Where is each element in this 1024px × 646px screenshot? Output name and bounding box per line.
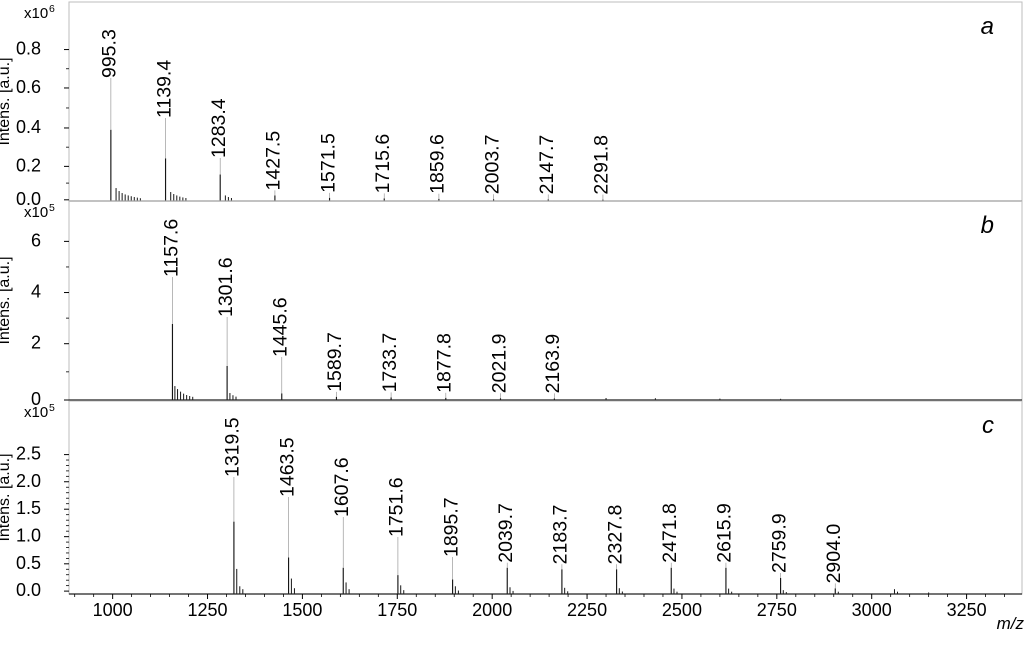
svg-text:b: b [981,212,994,239]
svg-text:2250: 2250 [567,600,607,620]
svg-text:a: a [981,13,994,40]
svg-text:2500: 2500 [662,600,702,620]
svg-text:m/z: m/z [997,614,1024,633]
svg-text:1750: 1750 [377,600,417,620]
svg-text:1571.5: 1571.5 [317,133,339,193]
svg-text:0.4: 0.4 [16,117,41,137]
svg-text:1139.4: 1139.4 [153,60,175,118]
svg-text:3000: 3000 [852,600,892,620]
svg-text:1283.4: 1283.4 [208,98,230,158]
svg-text:3250: 3250 [947,600,987,620]
svg-text:1157.6: 1157.6 [160,219,182,277]
svg-text:2.0: 2.0 [16,471,41,491]
svg-text:2327.8: 2327.8 [604,505,626,565]
svg-text:x10: x10 [24,204,48,221]
svg-text:1445.6: 1445.6 [270,297,292,357]
svg-text:6: 6 [31,230,41,250]
svg-text:2.5: 2.5 [16,444,41,464]
svg-text:0.8: 0.8 [16,39,41,59]
svg-text:0.6: 0.6 [16,77,41,97]
svg-text:1751.6: 1751.6 [386,477,408,537]
svg-text:1500: 1500 [282,600,322,620]
svg-text:2039.7: 2039.7 [495,503,517,563]
svg-text:x10: x10 [24,404,48,421]
svg-text:1427.5: 1427.5 [263,131,285,191]
svg-text:2615.9: 2615.9 [714,503,736,563]
svg-text:1.5: 1.5 [16,498,41,518]
svg-text:1463.5: 1463.5 [276,437,298,497]
svg-text:0.2: 0.2 [16,155,41,175]
svg-text:2021.9: 2021.9 [488,334,510,394]
svg-text:1877.8: 1877.8 [434,333,456,393]
svg-text:2904.0: 2904.0 [823,524,845,584]
svg-text:2003.7: 2003.7 [481,135,503,195]
svg-text:c: c [982,412,994,439]
svg-text:995.3: 995.3 [99,29,121,78]
svg-text:1.0: 1.0 [16,526,41,546]
svg-text:1733.7: 1733.7 [379,333,401,393]
svg-text:Intens. [a.u.]: Intens. [a.u.] [0,453,13,541]
svg-text:1000: 1000 [93,600,133,620]
svg-text:1895.7: 1895.7 [440,497,462,557]
svg-text:0.5: 0.5 [16,553,41,573]
svg-text:2471.8: 2471.8 [659,503,681,563]
svg-text:6: 6 [49,3,55,15]
svg-text:1715.6: 1715.6 [372,134,394,194]
svg-text:x10: x10 [24,5,48,22]
svg-text:5: 5 [49,202,55,214]
svg-text:Intens. [a.u.]: Intens. [a.u.] [0,57,13,145]
svg-text:2000: 2000 [472,600,512,620]
svg-text:2183.7: 2183.7 [550,505,572,565]
svg-text:2759.9: 2759.9 [768,513,790,573]
svg-text:2291.8: 2291.8 [591,135,613,195]
svg-text:4: 4 [31,282,41,302]
svg-text:2147.7: 2147.7 [536,135,558,195]
svg-text:1250: 1250 [188,600,228,620]
svg-text:1589.7: 1589.7 [324,332,346,392]
svg-text:Intens. [a.u.]: Intens. [a.u.] [0,256,13,344]
svg-text:1301.6: 1301.6 [215,257,237,317]
svg-text:1607.6: 1607.6 [331,457,353,517]
svg-text:2: 2 [31,333,41,353]
svg-text:5: 5 [49,402,55,414]
svg-text:1859.6: 1859.6 [427,134,449,194]
svg-text:0.0: 0.0 [16,580,41,600]
svg-text:2163.9: 2163.9 [542,334,564,394]
svg-text:1319.5: 1319.5 [222,417,244,477]
svg-text:2750: 2750 [757,600,797,620]
